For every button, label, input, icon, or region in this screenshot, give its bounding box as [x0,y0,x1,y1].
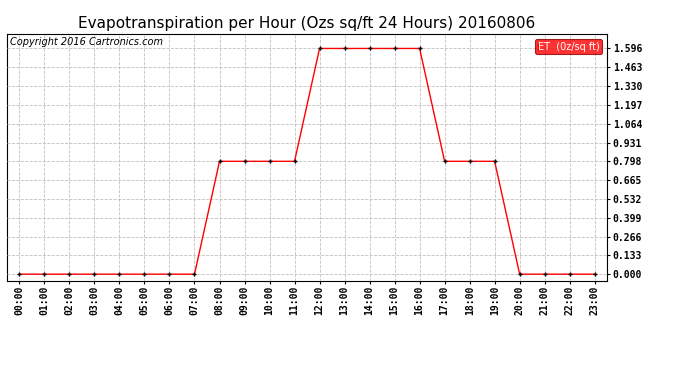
Legend: ET  (0z/sq ft): ET (0z/sq ft) [535,39,602,54]
Title: Evapotranspiration per Hour (Ozs sq/ft 24 Hours) 20160806: Evapotranspiration per Hour (Ozs sq/ft 2… [79,16,535,31]
Text: Copyright 2016 Cartronics.com: Copyright 2016 Cartronics.com [10,38,163,48]
